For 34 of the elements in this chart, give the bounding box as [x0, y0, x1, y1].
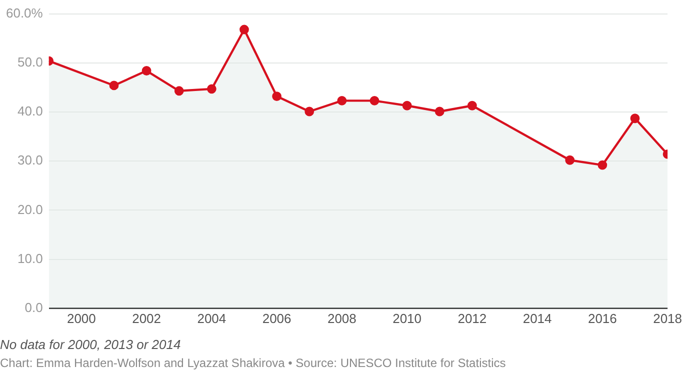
y-tick-label: 20.0	[18, 202, 43, 217]
point	[240, 24, 249, 34]
x-tick-label: 2000	[66, 310, 96, 326]
y-tick-label: 60.0%	[6, 5, 44, 20]
point	[370, 96, 380, 106]
text: No data for 2000, 2013 or 2014	[0, 336, 182, 354]
point	[337, 96, 347, 106]
y-tick-label: 10.0	[18, 250, 43, 266]
x-tick-label: 2008	[327, 310, 356, 326]
x-tick-label: 2014	[522, 310, 552, 326]
point	[598, 160, 608, 170]
point	[206, 84, 216, 94]
x-tick-label: 2010	[392, 310, 422, 326]
point	[304, 106, 314, 116]
x-tick-label: 2018	[653, 310, 682, 326]
y-tick-label: 40.0	[18, 104, 43, 119]
x-tick-label: 2002	[132, 310, 162, 326]
x-tick-label: 2004	[197, 310, 226, 326]
point	[630, 114, 640, 124]
x-tick-label: 2006	[262, 310, 292, 326]
y-tick-label: 30.0	[18, 152, 43, 168]
point	[272, 92, 282, 101]
x-tick-label: 2016	[588, 310, 617, 326]
point	[402, 100, 412, 110]
point	[565, 155, 575, 165]
x-tick-label: 2012	[458, 310, 487, 326]
point	[109, 80, 119, 90]
point	[174, 86, 184, 96]
y-tick-label: 50.0	[18, 54, 43, 70]
y-tick-label: 0.0	[24, 300, 43, 315]
point	[467, 100, 477, 110]
point	[142, 66, 152, 76]
text: Chart: Emma Harden-Wolfson and Lyazzat Shakirova • Source: UNESCO Institute for Statistics	[0, 355, 507, 372]
point	[434, 106, 444, 116]
